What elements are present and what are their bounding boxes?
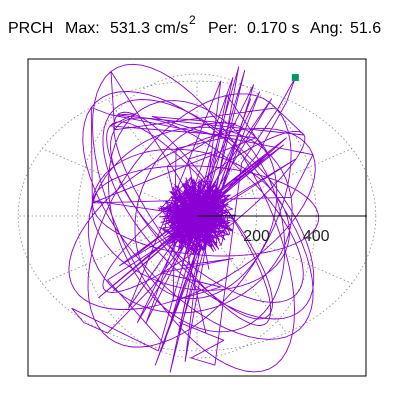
max-label: Max: <box>65 20 100 37</box>
trace-layer <box>68 63 320 373</box>
tick-labels: 200 400 <box>243 228 329 245</box>
tick-label-400: 400 <box>303 228 330 245</box>
plot-header: PRCH Max: 531.3 cm/s 2 Per: 0.170 s Ang:… <box>8 13 381 37</box>
current-position-marker <box>291 74 299 82</box>
period-label: Per: <box>208 20 237 37</box>
tick-label-200: 200 <box>243 228 270 245</box>
station-code: PRCH <box>8 20 53 37</box>
grid-ring-600 <box>17 80 377 352</box>
max-value: 531.3 cm/s <box>110 20 188 37</box>
plot-frame <box>27 58 367 377</box>
max-unit-exponent: 2 <box>189 13 196 27</box>
angle-label: Ang: <box>310 20 343 37</box>
particle-motion-trace <box>68 63 320 373</box>
period-value: 0.170 s <box>247 20 299 37</box>
angle-value: 51.6 <box>350 20 381 37</box>
grid-spoke-150 <box>41 148 198 217</box>
